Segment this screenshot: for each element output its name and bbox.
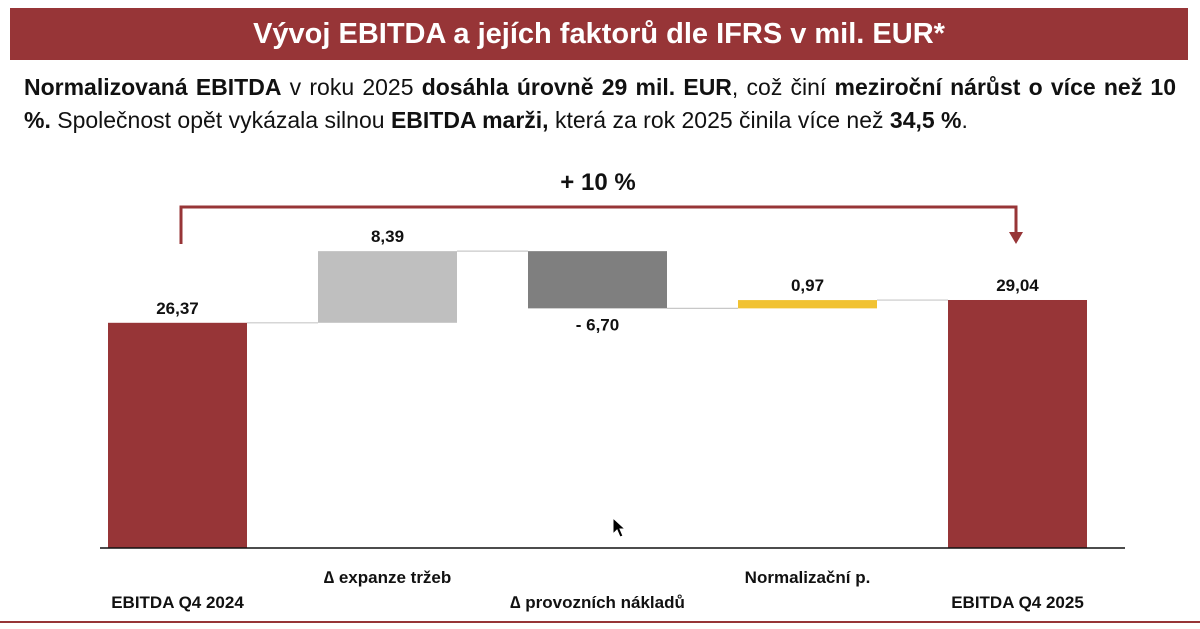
summary-text-6: Společnost opět vykázala silnou: [50, 107, 391, 133]
slide-title-bar: Vývoj EBITDA a jejích faktorů dle IFRS v…: [10, 8, 1188, 60]
bar-ebitda-2024: [108, 322, 247, 548]
category-label-operating-costs: ∆ provozních nákladů: [510, 593, 685, 612]
bar-revenue-expansion: [318, 251, 457, 323]
slide-title: Vývoj EBITDA a jejích faktorů dle IFRS v…: [253, 17, 945, 50]
mouse-cursor-icon: [612, 517, 627, 538]
category-label-ebitda-2025: EBITDA Q4 2025: [951, 593, 1084, 612]
value-label-ebitda-2024: 26,37: [156, 299, 199, 318]
bracket-arrowhead: [1009, 232, 1023, 244]
value-label-revenue-expansion: 8,39: [371, 227, 404, 246]
category-label-revenue-expansion: ∆ expanze tržeb: [324, 568, 452, 587]
summary-bold-1: Normalizovaná EBITDA: [24, 74, 282, 100]
category-label-ebitda-2024: EBITDA Q4 2024: [111, 593, 244, 612]
summary-bold-5: meziroční nárůst o více než 10 %.: [24, 74, 1177, 133]
summary-text: Normalizovaná EBITDA v roku 2025 dosáhla…: [24, 71, 1176, 137]
value-label-ebitda-2025: 29,04: [996, 276, 1039, 295]
category-label-normalization: Normalizační p.: [745, 568, 871, 587]
value-label-operating-costs: - 6,70: [576, 315, 619, 334]
bottom-divider: [0, 621, 1200, 623]
summary-text-2: v roku 2025: [281, 74, 422, 100]
bar-ebitda-2025: [948, 299, 1087, 548]
summary-text-8: která za rok 2025 činila více než: [548, 107, 890, 133]
value-label-normalization: 0,97: [791, 276, 824, 295]
bracket-line: [179, 205, 1018, 244]
summary-text-4: , což činí: [731, 74, 835, 100]
summary-bold-3: dosáhla úrovně 29 mil. EUR: [421, 74, 732, 100]
summary-bold-9: 34,5 %: [889, 107, 962, 133]
growth-bracket: + 10 %: [179, 169, 1023, 244]
bar-normalization: [738, 300, 877, 309]
summary-bold-7: EBITDA marži,: [390, 107, 549, 133]
bar-operating-costs: [528, 251, 667, 309]
growth-annotation: + 10 %: [560, 169, 635, 196]
summary-text-10: .: [961, 107, 968, 133]
